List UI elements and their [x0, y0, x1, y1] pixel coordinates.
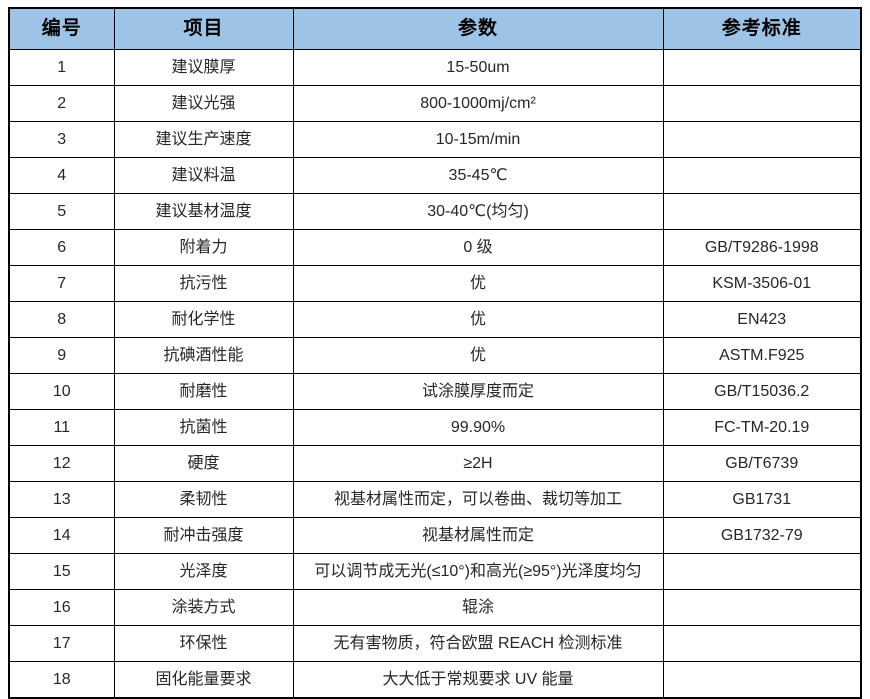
- cell-std: ASTM.F925: [662, 337, 862, 374]
- cell-no: 3: [8, 121, 115, 158]
- table-row: 1 建议膜厚 15-50um: [8, 49, 862, 86]
- specification-table: 编号 项目 参数 参考标准 1 建议膜厚 15-50um 2 建议光强 800-1000m…: [8, 7, 862, 699]
- cell-param: 辊涂: [292, 589, 664, 626]
- table-row: 16 涂装方式 辊涂: [8, 589, 862, 626]
- cell-param: 15-50um: [292, 49, 664, 86]
- table-body: 1 建议膜厚 15-50um 2 建议光强 800-1000mj/cm² 3 建议生产速度 10…: [8, 49, 862, 699]
- cell-no: 2: [8, 85, 115, 122]
- cell-no: 13: [8, 481, 115, 518]
- cell-param: 99.90%: [292, 409, 664, 446]
- cell-param: 0 级: [292, 229, 664, 266]
- cell-no: 1: [8, 49, 115, 86]
- cell-param: 优: [292, 337, 664, 374]
- cell-no: 10: [8, 373, 115, 410]
- cell-no: 15: [8, 553, 115, 590]
- cell-std: [662, 121, 862, 158]
- cell-no: 17: [8, 625, 115, 662]
- table-row: 10 耐磨性 试涂膜厚度而定 GB/T15036.2: [8, 373, 862, 410]
- cell-no: 16: [8, 589, 115, 626]
- cell-param: 视基材属性而定: [292, 517, 664, 554]
- cell-param: 优: [292, 265, 664, 302]
- cell-item: 建议光强: [113, 85, 294, 122]
- table-row: 4 建议料温 35-45℃: [8, 157, 862, 194]
- cell-no: 9: [8, 337, 115, 374]
- cell-item: 抗菌性: [113, 409, 294, 446]
- table-row: 17 环保性 无有害物质，符合欧盟 REACH 检测标准: [8, 625, 862, 662]
- cell-item: 环保性: [113, 625, 294, 662]
- cell-param: 800-1000mj/cm²: [292, 85, 664, 122]
- cell-std: GB1731: [662, 481, 862, 518]
- cell-item: 耐冲击强度: [113, 517, 294, 554]
- cell-no: 7: [8, 265, 115, 302]
- table-row: 13 柔韧性 视基材属性而定，可以卷曲、裁切等加工 GB1731: [8, 481, 862, 518]
- table-row: 15 光泽度 可以调节成无光(≤10°)和高光(≥95°)光泽度均匀: [8, 553, 862, 590]
- cell-item: 耐磨性: [113, 373, 294, 410]
- cell-item: 柔韧性: [113, 481, 294, 518]
- cell-std: [662, 157, 862, 194]
- table-header-row: 编号 项目 参数 参考标准: [8, 7, 862, 50]
- cell-std: [662, 85, 862, 122]
- cell-no: 8: [8, 301, 115, 338]
- cell-std: EN423: [662, 301, 862, 338]
- spec-table-container: 编号 项目 参数 参考标准 1 建议膜厚 15-50um 2 建议光强 800-1000m…: [8, 7, 862, 699]
- cell-std: GB/T15036.2: [662, 373, 862, 410]
- cell-param: 优: [292, 301, 664, 338]
- table-row: 5 建议基材温度 30-40℃(均匀): [8, 193, 862, 230]
- cell-param: 试涂膜厚度而定: [292, 373, 664, 410]
- table-header: 编号 项目 参数 参考标准: [8, 7, 862, 50]
- cell-std: [662, 661, 862, 699]
- table-row: 11 抗菌性 99.90% FC-TM-20.19: [8, 409, 862, 446]
- cell-param: 35-45℃: [292, 157, 664, 194]
- column-header-std: 参考标准: [662, 7, 862, 50]
- cell-param: 视基材属性而定，可以卷曲、裁切等加工: [292, 481, 664, 518]
- table-row: 6 附着力 0 级 GB/T9286-1998: [8, 229, 862, 266]
- cell-no: 18: [8, 661, 115, 699]
- cell-std: [662, 193, 862, 230]
- table-row: 9 抗碘酒性能优 ASTM.F925: [8, 337, 862, 374]
- cell-param: 无有害物质，符合欧盟 REACH 检测标准: [292, 625, 664, 662]
- table-row: 3 建议生产速度 10-15m/min: [8, 121, 862, 158]
- table-row: 8 耐化学性优 EN423: [8, 301, 862, 338]
- cell-param: 可以调节成无光(≤10°)和高光(≥95°)光泽度均匀: [292, 553, 664, 590]
- cell-item: 附着力: [113, 229, 294, 266]
- cell-item: 固化能量要求: [113, 661, 294, 699]
- cell-no: 12: [8, 445, 115, 482]
- cell-std: [662, 589, 862, 626]
- cell-item: 建议料温: [113, 157, 294, 194]
- table-row: 18 固化能量要求 大大低于常规要求 UV 能量: [8, 661, 862, 699]
- cell-item: 光泽度: [113, 553, 294, 590]
- table-row: 2 建议光强 800-1000mj/cm²: [8, 85, 862, 122]
- table-row: 7 抗污性优 KSM-3506-01: [8, 265, 862, 302]
- cell-std: GB1732-79: [662, 517, 862, 554]
- column-header-param: 参数: [292, 7, 664, 50]
- cell-item: 建议膜厚: [113, 49, 294, 86]
- cell-std: GB/T6739: [662, 445, 862, 482]
- cell-std: GB/T9286-1998: [662, 229, 862, 266]
- column-header-item: 项目: [113, 7, 294, 50]
- cell-std: [662, 625, 862, 662]
- cell-item: 抗污性: [113, 265, 294, 302]
- cell-item: 建议基材温度: [113, 193, 294, 230]
- cell-item: 抗碘酒性能: [113, 337, 294, 374]
- table-row: 14 耐冲击强度 视基材属性而定 GB1732-79: [8, 517, 862, 554]
- cell-no: 4: [8, 157, 115, 194]
- cell-no: 14: [8, 517, 115, 554]
- cell-param: 大大低于常规要求 UV 能量: [292, 661, 664, 699]
- cell-std: KSM-3506-01: [662, 265, 862, 302]
- cell-std: [662, 553, 862, 590]
- cell-item: 耐化学性: [113, 301, 294, 338]
- column-header-no: 编号: [8, 7, 115, 50]
- cell-std: FC-TM-20.19: [662, 409, 862, 446]
- cell-param: 30-40℃(均匀): [292, 193, 664, 230]
- cell-std: [662, 49, 862, 86]
- table-row: 12 硬度 ≥2H GB/T6739: [8, 445, 862, 482]
- cell-item: 涂装方式: [113, 589, 294, 626]
- cell-param: 10-15m/min: [292, 121, 664, 158]
- cell-no: 6: [8, 229, 115, 266]
- cell-param: ≥2H: [292, 445, 664, 482]
- cell-item: 硬度: [113, 445, 294, 482]
- cell-no: 11: [8, 409, 115, 446]
- cell-item: 建议生产速度: [113, 121, 294, 158]
- cell-no: 5: [8, 193, 115, 230]
